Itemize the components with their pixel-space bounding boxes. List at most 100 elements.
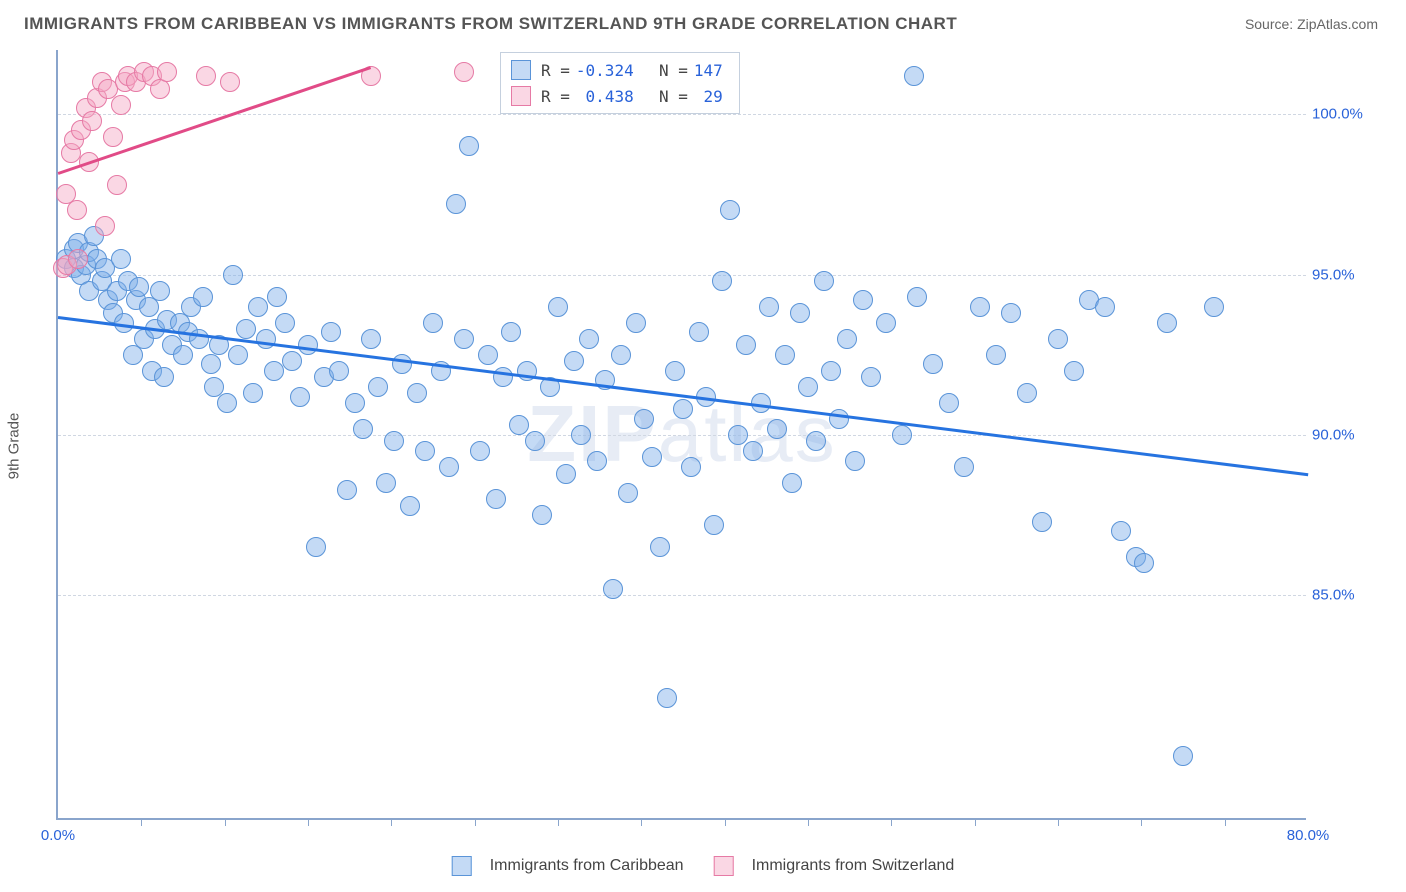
scatter-point [454,62,474,82]
scatter-point [603,579,623,599]
scatter-point [556,464,576,484]
scatter-point [107,175,127,195]
x-tick [475,818,476,826]
scatter-point [837,329,857,349]
scatter-point [306,537,326,557]
x-tick [391,818,392,826]
x-tick-label: 0.0% [41,827,75,844]
scatter-point [712,271,732,291]
scatter-point [228,345,248,365]
scatter-point [618,483,638,503]
scatter-point [264,361,284,381]
y-axis-label: 9th Grade [6,413,23,480]
scatter-point [681,457,701,477]
scatter-point [407,383,427,403]
scatter-point [423,313,443,333]
scatter-point [775,345,795,365]
scatter-point [876,313,896,333]
scatter-point [196,66,216,86]
legend-swatch-switzerland [511,86,531,106]
scatter-point [193,287,213,307]
scatter-point [415,441,435,461]
scatter-point [790,303,810,323]
x-tick-label: 80.0% [1287,827,1330,844]
source-link[interactable]: ZipAtlas.com [1297,16,1378,32]
scatter-point [298,335,318,355]
scatter-point [1064,361,1084,381]
legend-r-label: R = [541,87,570,106]
scatter-point [821,361,841,381]
scatter-point [454,329,474,349]
scatter-point [248,297,268,317]
x-tick [558,818,559,826]
scatter-chart: ZIPatlas 85.0%90.0%95.0%100.0%0.0%80.0% [56,50,1306,820]
bottom-swatch-caribbean [452,856,472,876]
scatter-point [806,431,826,451]
x-tick [1225,818,1226,826]
bottom-legend: Immigrants from Caribbean Immigrants fro… [452,856,955,876]
scatter-point [290,387,310,407]
scatter-point [743,441,763,461]
scatter-point [564,351,584,371]
scatter-point [400,496,420,516]
scatter-point [829,409,849,429]
x-tick [308,818,309,826]
scatter-point [243,383,263,403]
scatter-point [954,457,974,477]
scatter-point [129,277,149,297]
scatter-point [329,361,349,381]
scatter-point [642,447,662,467]
scatter-point [892,425,912,445]
legend-n-label: N = [659,87,688,106]
legend-r-label: R = [541,61,570,80]
x-tick [1141,818,1142,826]
scatter-point [1001,303,1021,323]
scatter-point [68,249,88,269]
x-tick [725,818,726,826]
legend-r-value-caribbean: -0.324 [576,61,634,80]
scatter-point [657,688,677,708]
scatter-point [67,200,87,220]
chart-title: IMMIGRANTS FROM CARIBBEAN VS IMMIGRANTS … [24,14,957,34]
scatter-point [548,297,568,317]
scatter-point [223,265,243,285]
scatter-point [665,361,685,381]
scatter-point [275,313,295,333]
legend-row-caribbean: R = -0.324 N = 147 [511,57,729,83]
scatter-point [845,451,865,471]
scatter-point [1032,512,1052,532]
scatter-point [282,351,302,371]
scatter-point [345,393,365,413]
scatter-point [782,473,802,493]
scatter-point [704,515,724,535]
bottom-legend-caribbean: Immigrants from Caribbean [452,856,684,876]
scatter-point [236,319,256,339]
legend-n-value-switzerland: 29 [694,87,723,106]
scatter-point [446,194,466,214]
legend-swatch-caribbean [511,60,531,80]
scatter-point [525,431,545,451]
y-tick-label: 95.0% [1312,266,1372,283]
scatter-point [439,457,459,477]
correlation-legend: R = -0.324 N = 147 R = 0.438 N = 29 [500,52,740,114]
scatter-point [1157,313,1177,333]
scatter-point [361,329,381,349]
source-prefix: Source: [1245,16,1297,32]
scatter-point [217,393,237,413]
scatter-point [173,345,193,365]
legend-n-label: N = [659,61,688,80]
scatter-point [634,409,654,429]
scatter-point [157,62,177,82]
legend-r-value-switzerland: 0.438 [576,87,634,106]
scatter-point [459,136,479,156]
scatter-point [853,290,873,310]
y-tick-label: 90.0% [1312,427,1372,444]
scatter-point [736,335,756,355]
legend-n-value-caribbean: 147 [694,61,723,80]
scatter-point [470,441,490,461]
scatter-point [201,354,221,374]
gridline [58,435,1306,436]
scatter-point [1048,329,1068,349]
x-tick [808,818,809,826]
bottom-swatch-switzerland [714,856,734,876]
